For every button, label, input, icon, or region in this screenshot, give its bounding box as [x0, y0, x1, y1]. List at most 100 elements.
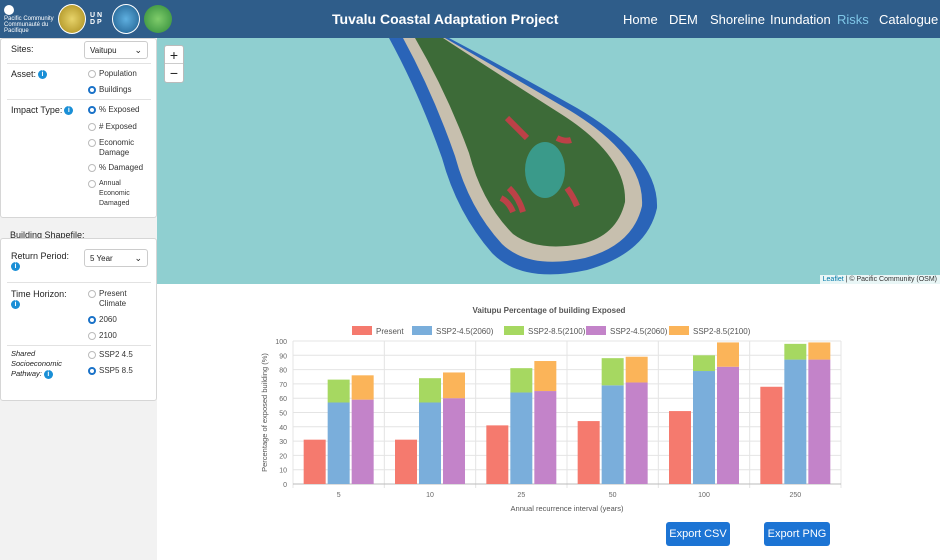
adaptation-fund-logo[interactable] — [112, 4, 140, 34]
bar — [351, 375, 374, 400]
y-tick-label: 60 — [279, 396, 287, 403]
bar — [395, 439, 417, 484]
bar — [760, 386, 783, 484]
undp-logo[interactable]: U N D P — [90, 3, 108, 35]
x-tick-label: 100 — [698, 492, 710, 499]
chevron-down-icon: ⌄ — [134, 45, 142, 55]
return-period-select-value: 5 Year — [90, 254, 113, 263]
radio-icon — [88, 70, 96, 78]
asset-label: Asset: i — [11, 69, 48, 80]
export-png-button[interactable]: Export PNG — [764, 522, 830, 546]
scenario-panel: Return Period: i 5 Year ⌄ Time Horizon: i … — [0, 238, 157, 401]
horizon-radio-label: 2100 — [99, 331, 117, 340]
divider — [7, 99, 151, 100]
bar — [625, 382, 648, 484]
bar — [327, 379, 350, 403]
zoom-out-button[interactable]: − — [169, 65, 179, 81]
building-shapefile-heading: Building Shapefile: — [10, 230, 85, 240]
zoom-in-button[interactable]: + — [165, 46, 183, 64]
impact-radio-label: Annual Economic Damaged — [99, 180, 130, 207]
radio-icon — [88, 123, 96, 131]
leaflet-link[interactable]: Leaflet — [822, 276, 844, 283]
radio-icon — [88, 180, 96, 188]
horizon-radio-label: Present Climate — [99, 289, 127, 308]
legend-label: SSP2-8.5(2100) — [528, 327, 586, 336]
time-horizon-label: Time Horizon: i — [11, 289, 67, 310]
bar — [419, 378, 441, 403]
impact-type-label-text: Impact Type: — [11, 105, 63, 115]
radio-icon — [88, 290, 96, 298]
return-period-label: Return Period: i — [11, 251, 70, 272]
bar — [693, 371, 715, 484]
pacific-community-logo-text: Pacific Community Communauté du Pacifiqu… — [4, 15, 54, 34]
legend-swatch — [352, 326, 372, 335]
sites-select[interactable]: Vaitupu ⌄ — [84, 41, 148, 59]
nav-catalogue[interactable]: Catalogue — [879, 12, 939, 27]
y-tick-label: 0 — [283, 482, 287, 489]
bar — [625, 356, 648, 383]
zoom-control: + − — [164, 45, 184, 83]
radio-icon — [88, 139, 96, 147]
y-tick-label: 80 — [279, 368, 287, 375]
radio-icon — [88, 332, 96, 340]
horizon-radio-label: 2060 — [99, 315, 117, 324]
info-icon[interactable]: i — [43, 369, 53, 379]
bar — [717, 366, 739, 484]
y-axis-label: Percentage of exposed building (%) — [260, 353, 269, 472]
radio-icon — [88, 86, 96, 94]
legend-label: Present — [376, 327, 404, 336]
filter-panel: Sites: Vaitupu ⌄ Asset: i Population Buil… — [0, 38, 157, 218]
bar — [784, 343, 807, 360]
return-period-select[interactable]: 5 Year ⌄ — [84, 249, 148, 267]
bar — [303, 439, 326, 484]
map-view[interactable]: + − Leaflet | © Pacific Community (OSM) — [157, 38, 940, 284]
export-csv-button[interactable]: Export CSV — [666, 522, 730, 546]
chart-panel: Vaitupu Percentage of building Exposed Pr… — [157, 284, 940, 560]
radio-icon — [88, 316, 96, 324]
tuvalu-seal-logo[interactable] — [58, 4, 86, 34]
legend-swatch — [504, 326, 524, 335]
bar — [601, 385, 624, 484]
y-tick-label: 70 — [279, 382, 287, 389]
bar — [327, 402, 350, 484]
info-icon[interactable]: i — [11, 300, 20, 310]
bar — [419, 402, 441, 484]
nav-shoreline[interactable]: Shoreline — [710, 12, 765, 27]
legend-label: SSP2-4.5(2060) — [436, 327, 494, 336]
legend-swatch — [669, 326, 689, 335]
app-title: Tuvalu Coastal Adaptation Project — [332, 11, 559, 27]
exposed-buildings-overlay — [499, 115, 580, 214]
radio-icon — [88, 367, 96, 375]
pacific-community-emblem-icon — [4, 4, 14, 15]
return-period-label-text: Return Period: — [11, 251, 70, 261]
divider — [7, 282, 151, 283]
bar — [443, 372, 465, 399]
nav-home[interactable]: Home — [623, 12, 658, 27]
chevron-down-icon: ⌄ — [134, 253, 142, 263]
legend-label: SSP2-8.5(2100) — [693, 327, 751, 336]
y-tick-label: 20 — [279, 453, 287, 460]
legend-swatch — [412, 326, 432, 335]
green-logo[interactable] — [144, 5, 172, 33]
x-tick-label: 50 — [609, 492, 617, 499]
nav-risks[interactable]: Risks — [837, 12, 869, 27]
pacific-community-logo[interactable]: Pacific Community Communauté du Pacifiqu… — [4, 3, 54, 35]
y-tick-label: 30 — [279, 439, 287, 446]
bar — [669, 411, 691, 484]
impact-radio-label: % Damaged — [99, 163, 144, 172]
info-icon[interactable]: i — [11, 262, 20, 272]
ssp-radio-label: SSP5 8.5 — [99, 366, 133, 375]
nav-dem[interactable]: DEM — [669, 12, 698, 27]
bar — [693, 355, 715, 372]
info-icon[interactable]: i — [64, 106, 74, 116]
x-tick-label: 25 — [517, 492, 525, 499]
map-attribution: Leaflet | © Pacific Community (OSM) — [819, 275, 940, 284]
info-icon[interactable]: i — [38, 70, 48, 80]
nav-inundation[interactable]: Inundation — [770, 12, 831, 27]
impact-radio-label: # Exposed — [99, 122, 137, 131]
radio-icon — [88, 164, 96, 172]
y-tick-label: 40 — [279, 425, 287, 432]
ssp-radio-label: SSP2 4.5 — [99, 350, 133, 359]
bar — [510, 368, 533, 393]
y-tick-label: 50 — [279, 411, 287, 418]
